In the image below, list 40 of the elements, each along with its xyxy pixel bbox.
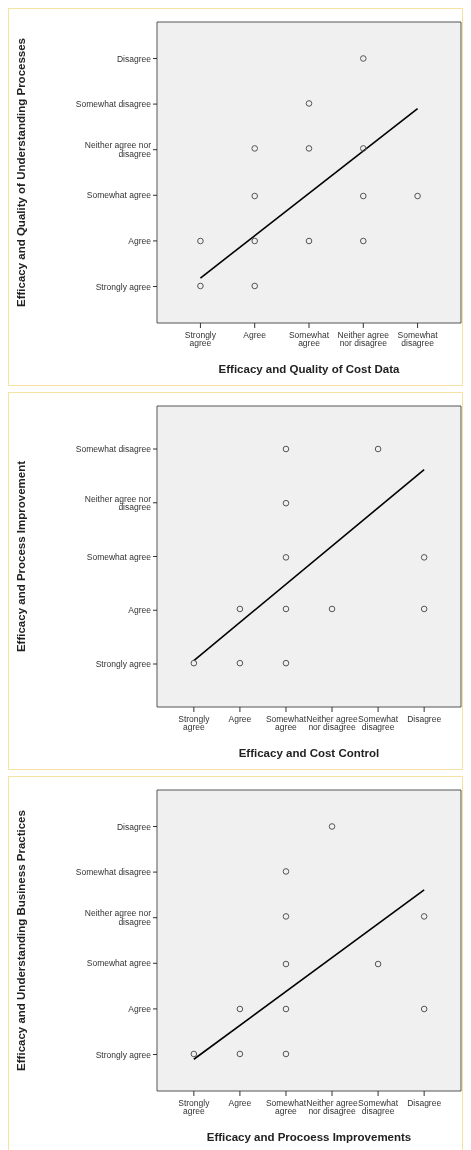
x-tick-label: Agree — [228, 714, 252, 724]
x-tick-label: Somewhat disagree — [397, 330, 439, 348]
category-label: Somewhat disagree — [75, 99, 151, 110]
x-axis-title: Efficacy and Quality of Cost Data — [218, 363, 401, 375]
x-tick-label: Disagree — [407, 714, 442, 724]
category-label: Neither agree nor disagree — [84, 493, 151, 513]
category-label: Strongly agree — [95, 1049, 151, 1060]
x-tick-label: Strongly agree — [178, 1098, 211, 1116]
x-axis-title: Efficacy and Cost Control — [238, 747, 380, 759]
x-tick-label: Disagree — [407, 1098, 442, 1108]
x-tick-label: Strongly agree — [178, 714, 211, 732]
category-label: Somewhat agree — [86, 958, 151, 969]
x-tick-label: Strongly agree — [184, 330, 217, 348]
x-tick-label: Agree — [243, 330, 267, 340]
category-label: Disagree — [116, 53, 151, 64]
category-label: Neither agree nor disagree — [84, 140, 151, 159]
x-tick-label: Somewhat agree — [288, 330, 330, 348]
category-label: Agree — [128, 1003, 151, 1014]
x-tick-label: Neither agree nor disagree — [337, 330, 390, 348]
x-tick-label: Somewhat disagree — [358, 714, 399, 732]
category-label: Agree — [128, 235, 151, 246]
category-label: Strongly agree — [95, 281, 151, 292]
x-tick-label: Neither agree nor disagree — [306, 1098, 359, 1116]
x-tick-label: Somewhat agree — [265, 714, 307, 732]
y-axis-title: Efficacy and Quality of Understanding Processes — [15, 37, 28, 308]
category-label: Somewhat disagree — [75, 444, 151, 455]
y-axis-title: Efficacy and Process Improvement — [15, 460, 28, 653]
category-label: Somewhat agree — [86, 190, 151, 201]
category-label: Neither agree nor disagree — [84, 908, 151, 927]
x-tick-label: Agree — [228, 1098, 252, 1108]
category-label: Strongly agree — [95, 659, 151, 670]
category-label: Agree — [128, 605, 151, 616]
x-tick-label: Somewhat agree — [265, 1098, 307, 1116]
x-tick-label: Somewhat disagree — [358, 1098, 399, 1116]
category-label: Disagree — [116, 821, 151, 832]
y-axis-title: Efficacy and Understanding Business Practices — [15, 810, 28, 1071]
category-label: Somewhat agree — [86, 551, 151, 562]
x-axis-title: Efficacy and Procoess Improvements — [206, 1131, 412, 1143]
category-label: Somewhat disagree — [75, 867, 151, 878]
x-tick-label: Neither agree nor disagree — [306, 714, 359, 732]
